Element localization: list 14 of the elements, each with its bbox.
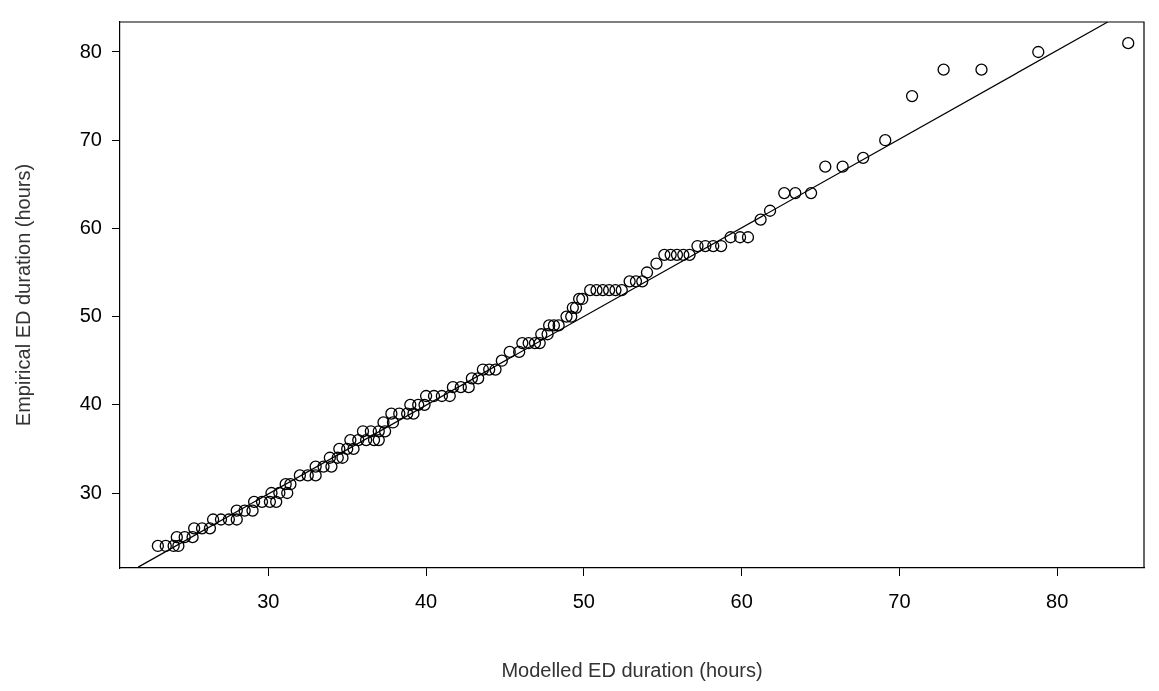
y-tick-label: 80 [79, 39, 102, 62]
x-tick-label: 60 [730, 589, 753, 612]
y-tick-label: 40 [79, 392, 102, 415]
x-tick-label: 50 [572, 589, 595, 612]
x-tick-label: 80 [1046, 589, 1069, 612]
y-axis-title: Empirical ED duration (hours) [11, 163, 34, 427]
x-tick-label: 70 [888, 589, 911, 612]
y-tick-label: 70 [79, 127, 102, 150]
y-tick-label: 30 [79, 480, 102, 503]
x-axis-title: Modelled ED duration (hours) [501, 658, 763, 681]
y-tick-label: 50 [79, 304, 102, 327]
y-tick-label: 60 [79, 215, 102, 238]
x-tick-label: 40 [414, 589, 438, 612]
x-tick-label: 30 [257, 589, 280, 612]
